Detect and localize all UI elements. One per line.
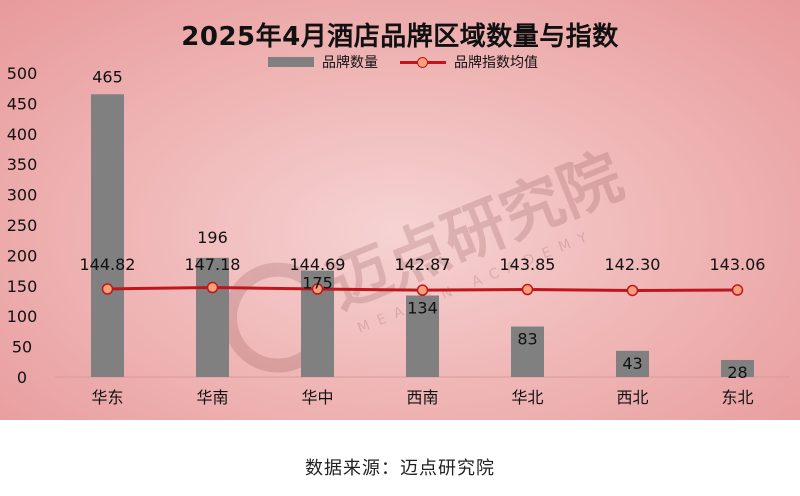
y-tick-label: 350 — [7, 155, 38, 174]
x-tick-label: 西北 — [616, 388, 648, 407]
line-point — [626, 284, 639, 297]
bar-data-label: 465 — [92, 67, 123, 86]
bar — [91, 94, 124, 377]
line-data-label: 144.69 — [290, 255, 346, 274]
y-tick-label: 50 — [12, 338, 32, 357]
y-tick-label: 100 — [7, 307, 38, 326]
line-data-label: 147.18 — [185, 255, 241, 274]
legend: 品牌数量 品牌指数均值 — [268, 52, 560, 72]
y-tick-label: 0 — [17, 368, 27, 387]
line-point — [731, 284, 744, 296]
y-tick-label: 400 — [7, 125, 38, 144]
y-tick-label: 250 — [7, 216, 38, 235]
y-tick-label: 450 — [7, 94, 38, 113]
legend-line-label: 品牌指数均值 — [454, 55, 538, 71]
bar-data-label: 134 — [407, 299, 438, 318]
bar — [511, 326, 544, 377]
line-point — [206, 281, 219, 294]
line-point — [101, 283, 114, 295]
line-data-label: 143.06 — [710, 255, 766, 274]
chart-title: 2025年4月酒店品牌区域数量与指数 — [181, 22, 619, 52]
source-note: 数据来源：迈点研究院 — [305, 458, 495, 479]
legend-bar-swatch — [268, 57, 314, 67]
line-data-label: 142.87 — [395, 255, 451, 274]
line-point — [416, 284, 429, 296]
line-point — [521, 283, 534, 296]
y-tick-label: 150 — [7, 277, 38, 296]
y-tick-label: 500 — [7, 64, 38, 83]
legend-bar-label: 品牌数量 — [322, 55, 378, 71]
bar — [616, 350, 649, 377]
x-tick-label: 华南 — [196, 388, 228, 407]
bar — [196, 257, 229, 377]
line-data-label: 143.85 — [500, 255, 556, 274]
line-data-label: 142.30 — [605, 255, 661, 274]
x-tick-label: 西南 — [406, 388, 438, 407]
bar-data-label: 43 — [622, 354, 642, 373]
line-point — [311, 283, 324, 295]
x-tick-label: 华中 — [301, 388, 333, 407]
legend-item-bar: 品牌数量 — [268, 52, 378, 72]
line-data-label: 144.82 — [80, 255, 136, 274]
y-tick-label: 200 — [7, 246, 38, 265]
bar-data-label: 175 — [302, 274, 333, 293]
legend-item-line: 品牌指数均值 — [400, 52, 538, 72]
x-tick-label: 东北 — [721, 388, 753, 407]
bar — [406, 295, 439, 377]
x-tick-label: 华东 — [91, 388, 123, 407]
bar-data-label: 28 — [727, 363, 747, 382]
chart-panel: 2025年4月酒店品牌区域数量与指数 品牌数量 品牌指数均值 迈点研究院 MEAD… — [0, 0, 800, 420]
y-tick-label: 300 — [7, 186, 38, 205]
bar-data-label: 196 — [197, 228, 228, 247]
bar — [721, 359, 754, 377]
bar-data-label: 83 — [517, 330, 537, 349]
x-tick-label: 华北 — [511, 388, 543, 407]
legend-line-swatch — [400, 57, 446, 68]
